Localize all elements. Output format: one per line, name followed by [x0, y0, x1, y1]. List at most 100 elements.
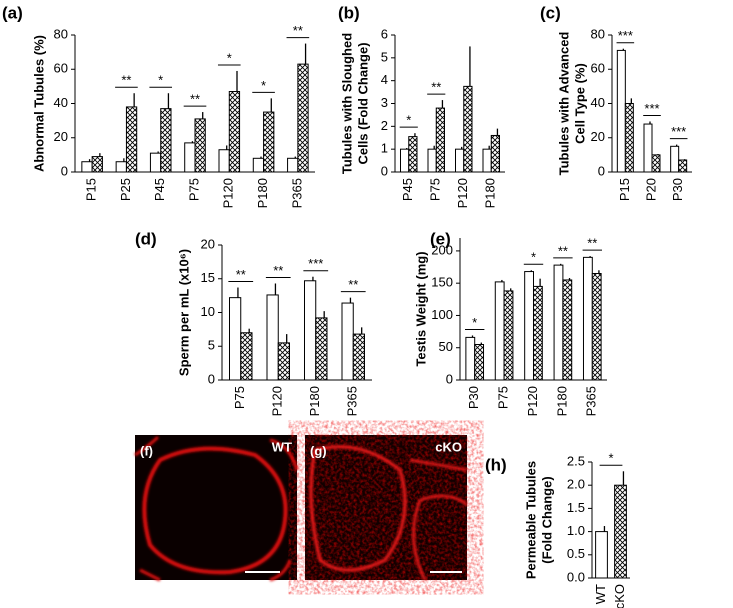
x-tick-label: P25	[118, 178, 133, 201]
bar	[463, 85, 473, 173]
significance-label: *	[608, 451, 613, 466]
y-tick-label: 2.5	[567, 453, 585, 468]
bar	[315, 317, 328, 381]
y-tick-label: 0	[381, 163, 388, 178]
bar	[218, 149, 230, 173]
y-tick-label: 20	[54, 129, 68, 144]
x-tick-label: P180	[307, 386, 322, 416]
y-tick-label: 100	[431, 307, 453, 322]
bar	[591, 273, 602, 381]
y-axis-label: (Fold Change)	[539, 476, 554, 563]
bar	[341, 302, 354, 381]
y-tick-label: 0	[61, 163, 68, 178]
significance-label: *	[261, 78, 266, 93]
y-tick-label: 10	[201, 304, 215, 319]
y-tick-label: 40	[54, 95, 68, 110]
bar	[125, 106, 138, 173]
y-tick-label: 5	[208, 338, 215, 353]
y-tick-label: 40	[591, 95, 605, 110]
y-tick-label: 200	[431, 242, 453, 257]
y-tick-label: 2	[381, 118, 388, 133]
x-tick-label: WT	[593, 584, 608, 604]
bar	[474, 344, 485, 381]
y-tick-label: 2.0	[567, 477, 585, 492]
y-tick-label: 0.5	[567, 546, 585, 561]
y-tick-label: 15	[201, 270, 215, 285]
panel-label: (a)	[2, 3, 23, 22]
significance-label: **	[273, 263, 283, 278]
bar	[160, 108, 172, 173]
bar	[455, 148, 465, 173]
y-tick-label: 6	[381, 26, 388, 41]
x-tick-label: P75	[428, 178, 443, 201]
significance-label: **	[348, 277, 358, 292]
bar	[562, 279, 573, 381]
bar	[494, 281, 505, 381]
y-tick-label: 50	[439, 339, 453, 354]
bar	[277, 342, 290, 381]
significance-label: **	[293, 23, 303, 38]
x-tick-label: P365	[345, 386, 360, 416]
significance-label: **	[121, 73, 131, 88]
y-axis-label: Tubules with Advanced	[556, 32, 571, 176]
bar	[252, 157, 265, 173]
bar	[678, 159, 688, 173]
panel-label: (g)	[310, 443, 327, 458]
significance-label: ***	[644, 101, 659, 116]
bar	[435, 107, 445, 173]
significance-label: ***	[671, 124, 686, 139]
bar	[427, 148, 437, 173]
x-tick-label: P30	[670, 178, 685, 201]
x-tick-label: P365	[584, 386, 599, 416]
bar	[524, 271, 534, 381]
bar	[616, 49, 626, 173]
y-tick-label: 20	[201, 236, 215, 251]
y-axis-label: Tubules with Sloughed	[339, 33, 354, 174]
x-tick-label: P180	[255, 178, 270, 208]
y-tick-label: 0.0	[567, 569, 585, 584]
bar	[149, 152, 162, 173]
x-tick-label: P30	[466, 386, 481, 409]
y-axis-label: Abnormal Tubules (%)	[31, 35, 46, 172]
bar	[408, 136, 418, 173]
bar	[352, 333, 365, 381]
bar	[266, 294, 279, 381]
micrograph-cko: (g) cKO	[305, 435, 468, 581]
bar	[228, 91, 241, 173]
image-label: cKO	[435, 439, 462, 454]
y-tick-label: 0	[446, 371, 453, 386]
y-tick-label: 1.0	[567, 523, 585, 538]
significance-label: *	[531, 250, 536, 265]
x-tick-label: P120	[455, 178, 470, 208]
bar	[490, 134, 500, 173]
significance-label: **	[190, 92, 200, 107]
bar	[595, 531, 608, 579]
x-tick-label: P75	[496, 386, 511, 409]
bar	[263, 111, 275, 173]
x-tick-label: P180	[554, 386, 569, 416]
panel-label: (d)	[135, 229, 157, 248]
bar	[670, 145, 680, 173]
y-tick-label: 3	[381, 95, 388, 110]
y-tick-label: 80	[591, 26, 605, 41]
y-tick-label: 60	[54, 61, 68, 76]
bar	[582, 256, 593, 381]
x-tick-label: P15	[617, 178, 632, 201]
x-tick-label: P45	[400, 178, 415, 201]
x-tick-label: P75	[186, 178, 201, 201]
bar	[184, 142, 196, 173]
x-tick-label: P75	[232, 386, 247, 409]
significance-label: **	[558, 243, 568, 258]
bar	[229, 297, 242, 381]
x-tick-label: P45	[152, 178, 167, 201]
y-tick-label: 5	[381, 49, 388, 64]
bar	[240, 332, 253, 381]
bar	[482, 148, 492, 173]
x-tick-label: P15	[84, 178, 99, 201]
x-tick-label: P120	[525, 386, 540, 416]
significance-label: *	[406, 113, 411, 128]
y-axis-label: Testis Weight (mg)	[413, 251, 428, 366]
significance-label: *	[472, 315, 477, 330]
significance-label: **	[587, 236, 597, 251]
